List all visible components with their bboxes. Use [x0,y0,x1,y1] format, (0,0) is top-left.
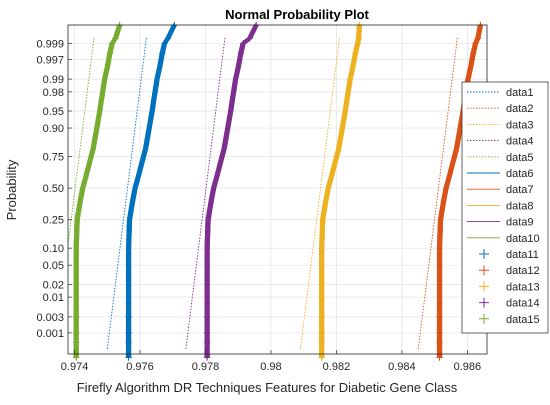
legend-entry: data10 [506,233,540,245]
data-series [318,21,363,361]
data-point [106,50,114,57]
data-series [203,21,260,361]
x-tick-label: 0.976 [126,361,154,373]
data-point [237,50,245,57]
legend-marker-icon [479,265,489,276]
y-tick-label: 0.75 [43,152,64,164]
y-tick-label: 0.003 [36,312,64,324]
y-axis-label: Probability [4,159,19,220]
data-point [436,339,443,346]
y-tick-label: 0.50 [43,183,64,195]
data-point [72,329,80,337]
data-points [72,21,484,361]
legend-marker-icon [479,281,489,292]
legend-marker-icon [479,249,489,259]
grid [68,25,487,354]
data-point [318,354,325,361]
legend-entry: data12 [506,265,540,277]
legend-entry: data8 [506,200,534,212]
x-tick-label: 0.974 [61,361,89,373]
data-point [164,35,172,42]
data-point [239,40,247,47]
data-point [125,354,132,361]
data-point [318,339,325,346]
y-tick-label: 0.90 [43,123,64,135]
legend-marker-icon [479,313,489,324]
data-point [355,35,362,42]
legend-box [461,81,549,334]
data-point [472,40,479,47]
data-point [72,354,80,361]
y-tick-label: 0.997 [36,54,64,66]
legend: data1 data2 data3 data4 data5 data6 data7 data8… [461,81,549,334]
legend-entry: data4 [506,136,534,148]
data-point [246,35,253,42]
y-tick-label: 0.01 [43,292,64,304]
data-point [108,40,116,47]
y-tick-label: 0.95 [43,106,64,118]
data-point [354,40,361,47]
legend-entry: data15 [506,314,540,326]
y-tick-label: 0.999 [36,38,64,50]
legend-marker-icon [479,297,489,308]
data-series [72,21,123,361]
chart-title: Normal Probability Plot [225,7,369,22]
data-point [203,354,211,361]
data-point [72,313,80,321]
legend-entry: data1 [506,87,534,99]
data-point [203,339,211,346]
data-point [203,313,211,321]
data-point [436,329,443,337]
legend-entry: data3 [506,119,534,131]
x-tick-label: 0.982 [323,361,351,373]
x-tick-label: 0.978 [192,361,220,373]
data-series [125,21,178,361]
legend-entry: data9 [506,217,534,229]
y-tick-label: 0.05 [43,260,64,272]
legend-entry: data11 [506,249,539,261]
legend-entry: data14 [506,298,540,310]
data-point [161,40,168,47]
x-tick-label: 0.984 [388,361,416,373]
data-point [125,329,132,337]
data-point [352,50,359,57]
x-tick-label: 0.986 [454,361,482,373]
data-point [318,313,325,321]
data-point [436,313,443,321]
y-tick-label: 0.99 [43,74,64,86]
data-point [125,339,132,346]
y-tick-label: 0.001 [36,328,64,340]
data-point [203,329,211,337]
legend-entry: data13 [506,281,540,293]
y-tick-label: 0.02 [43,279,64,291]
data-point [474,35,482,42]
legend-entry: data7 [506,184,534,196]
y-tick-label: 0.98 [43,87,64,99]
data-point [436,354,443,361]
x-axis-label: Firefly Algorithm DR Techniques Features… [77,380,458,395]
x-tick-label: 0.98 [260,361,281,373]
data-point [72,339,80,346]
axis-ticks: 0.974 0.976 0.978 0.98 0.982 0.984 0.986 0.001 0… [36,38,481,373]
data-point [125,313,132,321]
legend-entry: data2 [506,103,534,115]
data-point [470,50,477,57]
data-point [159,50,166,57]
y-tick-label: 0.25 [43,215,64,227]
data-point [112,35,119,42]
data-point [318,329,325,337]
legend-entry: data5 [506,152,534,164]
legend-entry: data6 [506,168,534,180]
y-tick-label: 0.10 [43,243,64,255]
